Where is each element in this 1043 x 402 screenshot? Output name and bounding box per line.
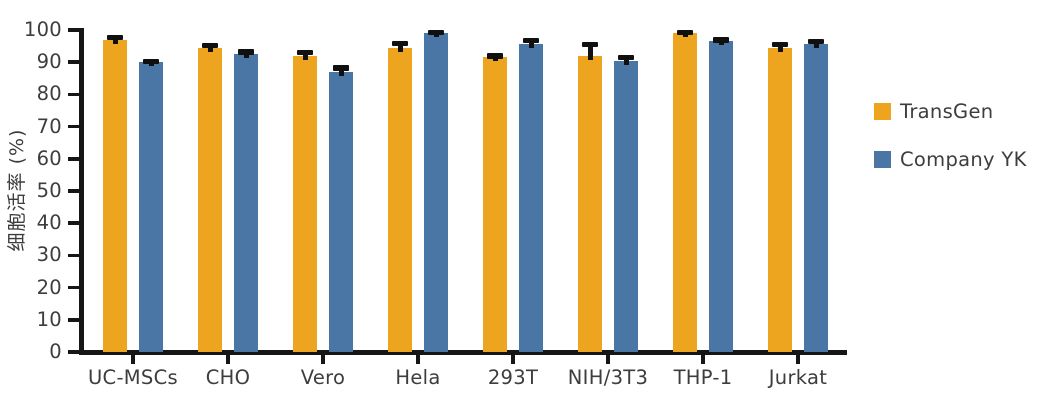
x-tick-label-cho: CHO xyxy=(205,366,251,389)
bar-transgen-293t xyxy=(483,57,507,352)
error-bar-cap xyxy=(618,54,634,61)
y-tick-60 xyxy=(68,157,79,161)
error-bar-stem xyxy=(338,66,344,76)
x-tick-hela xyxy=(415,354,421,364)
error-bar-cap xyxy=(487,53,503,59)
bar-company-yk-vero xyxy=(329,71,353,352)
y-tick-label-0: 0 xyxy=(49,340,62,363)
x-tick-label-uc-mscs: UC-MSCs xyxy=(87,366,178,389)
bar-company-yk-uc-mscs xyxy=(139,62,163,352)
error-bar-cap xyxy=(392,40,408,47)
bar-transgen-jurkat xyxy=(768,47,792,352)
x-tick-label-hela: Hela xyxy=(395,366,441,389)
y-tick-label-90: 90 xyxy=(36,50,62,74)
y-tick-label-100: 100 xyxy=(23,18,62,41)
y-tick-10 xyxy=(68,318,79,322)
bar-company-yk-293t xyxy=(519,44,543,352)
y-tick-label-80: 80 xyxy=(36,82,62,106)
x-tick-label-vero: Vero xyxy=(300,366,346,389)
error-bar-cap xyxy=(772,41,788,48)
y-tick-label-30: 30 xyxy=(36,243,62,267)
legend-swatch-transgen xyxy=(874,102,891,120)
x-tick-label-nih-3t3: NIH/3T3 xyxy=(567,366,649,389)
x-tick-293t xyxy=(510,354,516,364)
bar-transgen-cho xyxy=(198,47,222,352)
bar-company-yk-cho xyxy=(234,54,258,352)
error-bar-stem xyxy=(397,41,403,52)
x-tick-label-thp-1: THP-1 xyxy=(673,366,733,389)
y-tick-90 xyxy=(68,60,79,64)
y-tick-80 xyxy=(68,92,79,97)
bar-company-yk-hela xyxy=(424,33,448,352)
legend-label-company-yk: Company YK xyxy=(900,147,1027,171)
x-tick-thp-1 xyxy=(700,354,706,364)
bar-company-yk-thp-1 xyxy=(709,41,733,352)
bar-transgen-vero xyxy=(293,55,317,352)
error-bar-cap xyxy=(523,37,539,44)
legend-swatch-company-yk xyxy=(874,150,891,168)
x-tick-label-293t: 293T xyxy=(487,366,539,389)
y-tick-label-50: 50 xyxy=(36,179,62,202)
error-bar-cap xyxy=(713,37,729,43)
error-bar-cap xyxy=(582,41,598,48)
bar-transgen-hela xyxy=(388,47,412,352)
x-tick-cho xyxy=(225,354,231,364)
y-tick-20 xyxy=(68,285,79,290)
error-bar-cap xyxy=(297,49,313,56)
x-tick-vero xyxy=(320,354,326,364)
x-axis-line xyxy=(79,350,847,355)
error-bar-stem xyxy=(587,42,593,60)
error-bar-cap xyxy=(808,38,824,45)
y-tick-label-20: 20 xyxy=(36,275,62,299)
y-tick-50 xyxy=(68,189,79,193)
error-bar-stem xyxy=(623,55,629,65)
bar-transgen-uc-mscs xyxy=(103,39,127,352)
error-bar-stem xyxy=(528,38,534,49)
y-tick-70 xyxy=(68,124,79,129)
y-tick-label-40: 40 xyxy=(36,211,62,235)
bar-company-yk-jurkat xyxy=(804,44,828,352)
legend-item-company-yk: Company YK xyxy=(874,147,1027,171)
error-bar-cap xyxy=(238,49,254,55)
error-bar-cap xyxy=(428,29,444,36)
y-tick-0 xyxy=(68,350,79,354)
error-bar-stem xyxy=(777,42,783,52)
error-bar-cap xyxy=(677,29,693,36)
y-tick-100 xyxy=(68,28,79,32)
bar-transgen-nih-3t3 xyxy=(578,55,602,352)
y-tick-label-10: 10 xyxy=(36,307,62,331)
error-bar-cap xyxy=(143,58,159,65)
legend-item-transgen: TransGen xyxy=(874,99,994,123)
x-tick-nih-3t3 xyxy=(605,354,611,364)
y-axis-line xyxy=(79,28,84,354)
error-bar-cap xyxy=(107,34,123,41)
y-tick-30 xyxy=(68,253,79,258)
x-tick-label-jurkat: Jurkat xyxy=(768,366,828,389)
error-bar-cap xyxy=(202,42,218,49)
error-bar-stem xyxy=(813,39,819,49)
legend-label-transgen: TransGen xyxy=(900,99,994,123)
bar-transgen-thp-1 xyxy=(673,33,697,352)
bar-company-yk-nih-3t3 xyxy=(614,60,638,352)
error-bar-cap xyxy=(333,65,349,71)
y-tick-40 xyxy=(68,221,79,225)
y-tick-label-60: 60 xyxy=(36,146,62,170)
x-tick-uc-mscs xyxy=(130,354,136,364)
y-tick-label-70: 70 xyxy=(36,114,62,138)
error-bar-stem xyxy=(302,50,308,60)
x-tick-jurkat xyxy=(795,354,801,364)
